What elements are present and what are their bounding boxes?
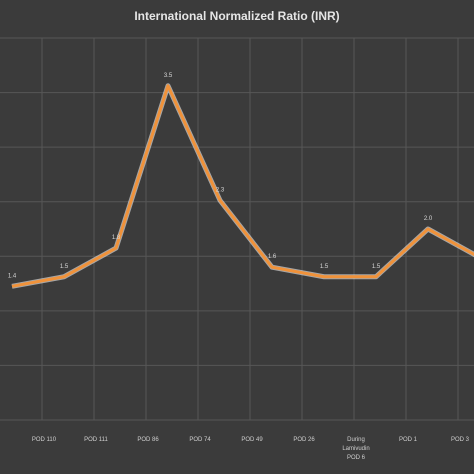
chart-title: International Normalized Ratio (INR): [134, 9, 339, 23]
data-label: 2.0: [424, 216, 433, 222]
x-tick-label: POD 3: [451, 437, 470, 443]
x-tick-label: POD 1: [399, 437, 418, 443]
data-label: 1.6: [268, 254, 277, 260]
series-line-group: [11, 83, 474, 289]
data-label: 2.3: [216, 187, 225, 193]
grid-lines: [0, 37, 474, 421]
x-tick-label: POD 74: [189, 437, 211, 443]
x-axis-tick-group: POD 110 POD 111 POD 86 POD 74 POD 49 POD 26 Du…: [32, 437, 470, 461]
x-tick-label: POD 111: [84, 437, 108, 443]
x-tick-label: During Lamivudin POD 6: [342, 437, 369, 461]
data-label: 1.5: [60, 264, 69, 270]
x-tick-label: POD 49: [241, 437, 263, 443]
data-label: 3.5: [164, 73, 173, 79]
series-line: [11, 84, 474, 288]
data-label-group: 1.41.51.83.52.31.61.51.52.01.71.6: [8, 73, 433, 280]
data-label: 1.5: [320, 264, 329, 270]
x-tick-label: POD 86: [137, 437, 159, 443]
data-label: 1.4: [8, 273, 17, 279]
x-tick-label: POD 26: [293, 437, 315, 443]
data-label: 1.8: [112, 235, 121, 241]
data-label: 1.5: [372, 264, 381, 270]
x-tick-label: POD 110: [32, 437, 57, 443]
